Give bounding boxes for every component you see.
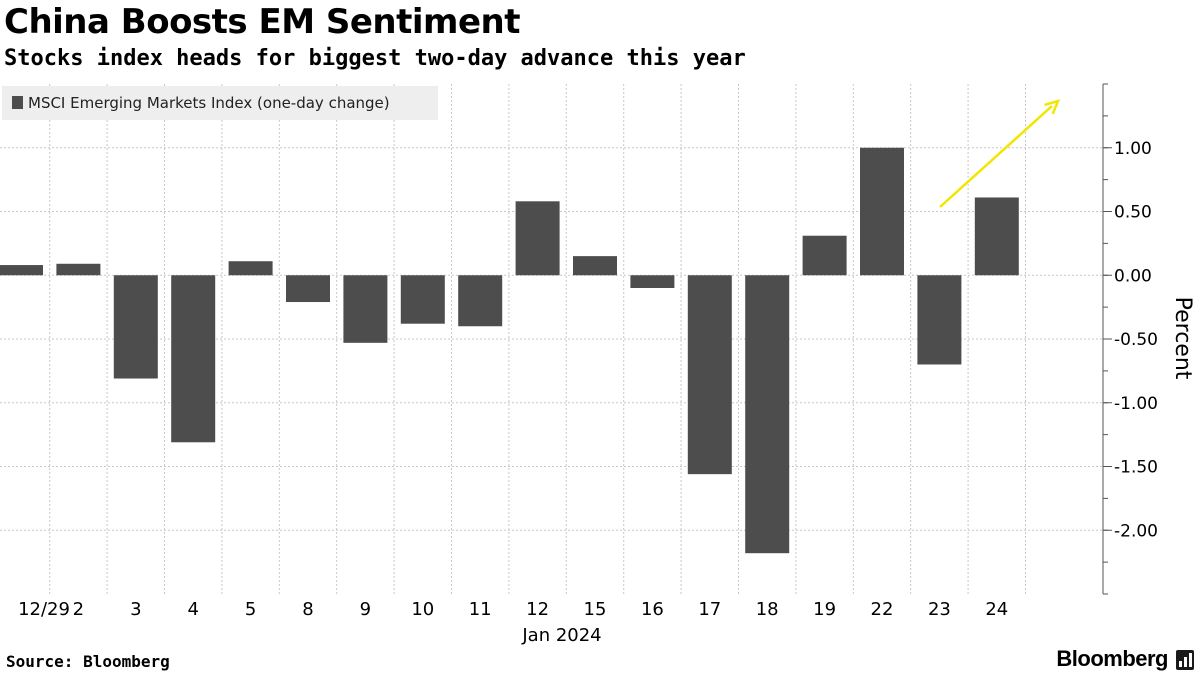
- bar-19: [802, 235, 847, 276]
- x-tick-label: 22: [871, 599, 894, 620]
- x-tick-label: 15: [584, 599, 607, 620]
- x-tick-label: 4: [187, 599, 198, 620]
- x-tick-label: 11: [469, 599, 492, 620]
- x-tick-label: 9: [360, 599, 371, 620]
- x-tick-label: 17: [698, 599, 721, 620]
- x-tick-label: 18: [756, 599, 779, 620]
- bar-5: [228, 261, 273, 276]
- bar-23: [917, 275, 962, 365]
- bloomberg-mark-icon: [1176, 650, 1194, 670]
- x-tick-label: 12/29: [18, 599, 70, 620]
- bar-9: [343, 275, 388, 343]
- bar-18: [745, 275, 790, 554]
- bar-8: [286, 275, 330, 303]
- y-axis-title: Percent: [1170, 297, 1195, 380]
- bar-4: [171, 275, 216, 443]
- x-tick-label: 23: [928, 599, 951, 620]
- bars-layer: [0, 147, 1019, 554]
- x-axis-group-label: Jan 2024: [521, 625, 601, 646]
- x-tick-label: 8: [302, 599, 313, 620]
- x-tick-label: 3: [130, 599, 141, 620]
- chart-title: China Boosts EM Sentiment: [4, 2, 521, 42]
- bar-2: [56, 263, 101, 276]
- bar-10: [400, 275, 445, 324]
- y-tick-label: 0.50: [1114, 203, 1152, 223]
- x-tick-label: 5: [245, 599, 256, 620]
- bar-15: [573, 256, 617, 276]
- trend-arrow-head: [1044, 99, 1061, 115]
- bar-3: [113, 275, 158, 379]
- x-tick-label: 10: [411, 599, 434, 620]
- legend: MSCI Emerging Markets Index (one-day cha…: [2, 86, 438, 120]
- bar-12/29: [0, 265, 43, 276]
- legend-label: MSCI Emerging Markets Index (one-day cha…: [28, 94, 390, 112]
- y-tick-label: -1.50: [1114, 458, 1158, 478]
- bar-22: [860, 147, 904, 276]
- x-tick-label: 12: [526, 599, 549, 620]
- x-tick-label: 16: [641, 599, 664, 620]
- x-tick-label: 24: [985, 599, 1008, 620]
- source-note: Source: Bloomberg: [6, 652, 170, 671]
- bar-16: [630, 275, 675, 288]
- y-tick-label: -0.50: [1114, 330, 1158, 350]
- bloomberg-logo: Bloomberg: [1056, 646, 1168, 671]
- legend-background: [2, 86, 438, 120]
- x-tick-label: 19: [813, 599, 836, 620]
- y-tick-label: 1.00: [1114, 139, 1152, 159]
- bar-17: [687, 275, 732, 475]
- bar-12: [515, 201, 560, 276]
- chart-subtitle: Stocks index heads for biggest two-day a…: [4, 46, 746, 71]
- y-tick-label: -2.00: [1114, 521, 1158, 541]
- x-tick-label: 2: [73, 599, 84, 620]
- trend-arrow-shaft: [939, 105, 1053, 208]
- grid-layer: [0, 84, 1103, 594]
- legend-swatch: [12, 96, 23, 109]
- y-tick-label: -1.00: [1114, 394, 1158, 414]
- y-tick-label: 0.00: [1114, 266, 1152, 286]
- bar-24: [974, 197, 1019, 276]
- bar-11: [458, 275, 503, 327]
- trend-arrow-annotation: [939, 99, 1061, 208]
